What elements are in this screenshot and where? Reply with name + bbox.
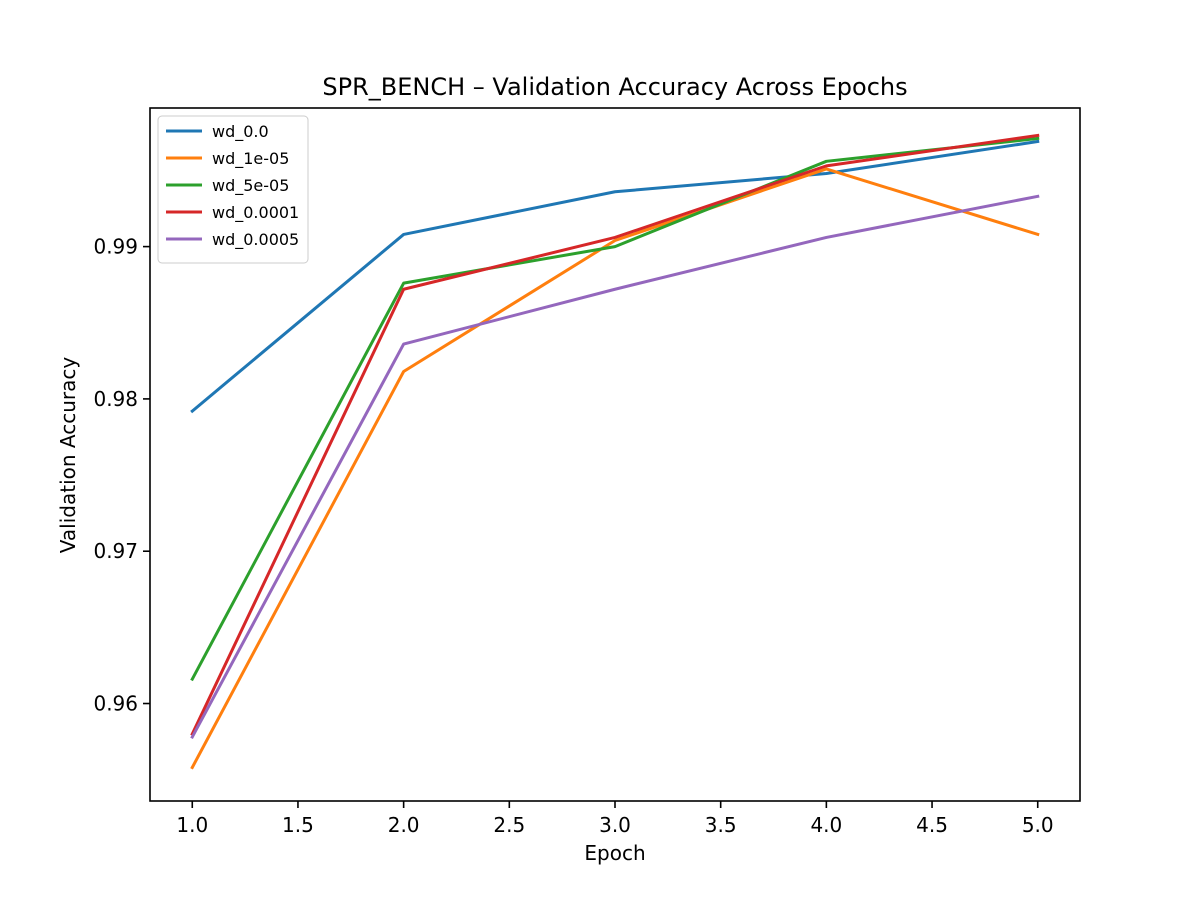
- plot-area: 1.0 1.5 2.0 2.5 3.0 3.5 4.0 4.5 5.0 0.96 0.97 0.98 0…: [93, 107, 1081, 837]
- legend-box: [157, 115, 309, 264]
- series-line-3: [190, 133, 1040, 736]
- x-tick-label: 1.0: [176, 813, 208, 837]
- y-tick-label: 0.99: [93, 235, 138, 259]
- x-tick-label: 3.5: [705, 813, 737, 837]
- legend-label: wd_5e-05: [212, 176, 289, 196]
- x-tick-label: 4.0: [810, 813, 842, 837]
- legend-label: wd_1e-05: [212, 149, 289, 169]
- y-axis-label: Validation Accuracy: [56, 357, 80, 554]
- series-line-4: [190, 194, 1040, 740]
- y-tick-label: 0.98: [93, 387, 138, 411]
- legend-label: wd_0.0: [212, 122, 269, 142]
- x-tick-label: 2.5: [493, 813, 525, 837]
- x-tick-label: 4.5: [916, 813, 948, 837]
- y-tick-label: 0.96: [93, 692, 138, 716]
- x-tick-label: 5.0: [1022, 813, 1054, 837]
- legend: wd_0.0 wd_1e-05 wd_5e-05 wd_0.0001 wd_0.0005: [157, 115, 309, 264]
- series-line-0: [190, 139, 1040, 414]
- x-tick-label: 3.0: [599, 813, 631, 837]
- x-tick-label: 1.5: [282, 813, 314, 837]
- legend-label: wd_0.0005: [212, 230, 299, 250]
- x-axis-label: Epoch: [584, 841, 645, 865]
- y-tick-label: 0.97: [93, 539, 138, 563]
- chart-title: SPR_BENCH – Validation Accuracy Across E…: [322, 73, 907, 101]
- series-line-2: [190, 136, 1040, 682]
- legend-label: wd_0.0001: [212, 203, 299, 223]
- x-tick-label: 2.0: [388, 813, 420, 837]
- series-line-1: [190, 167, 1040, 770]
